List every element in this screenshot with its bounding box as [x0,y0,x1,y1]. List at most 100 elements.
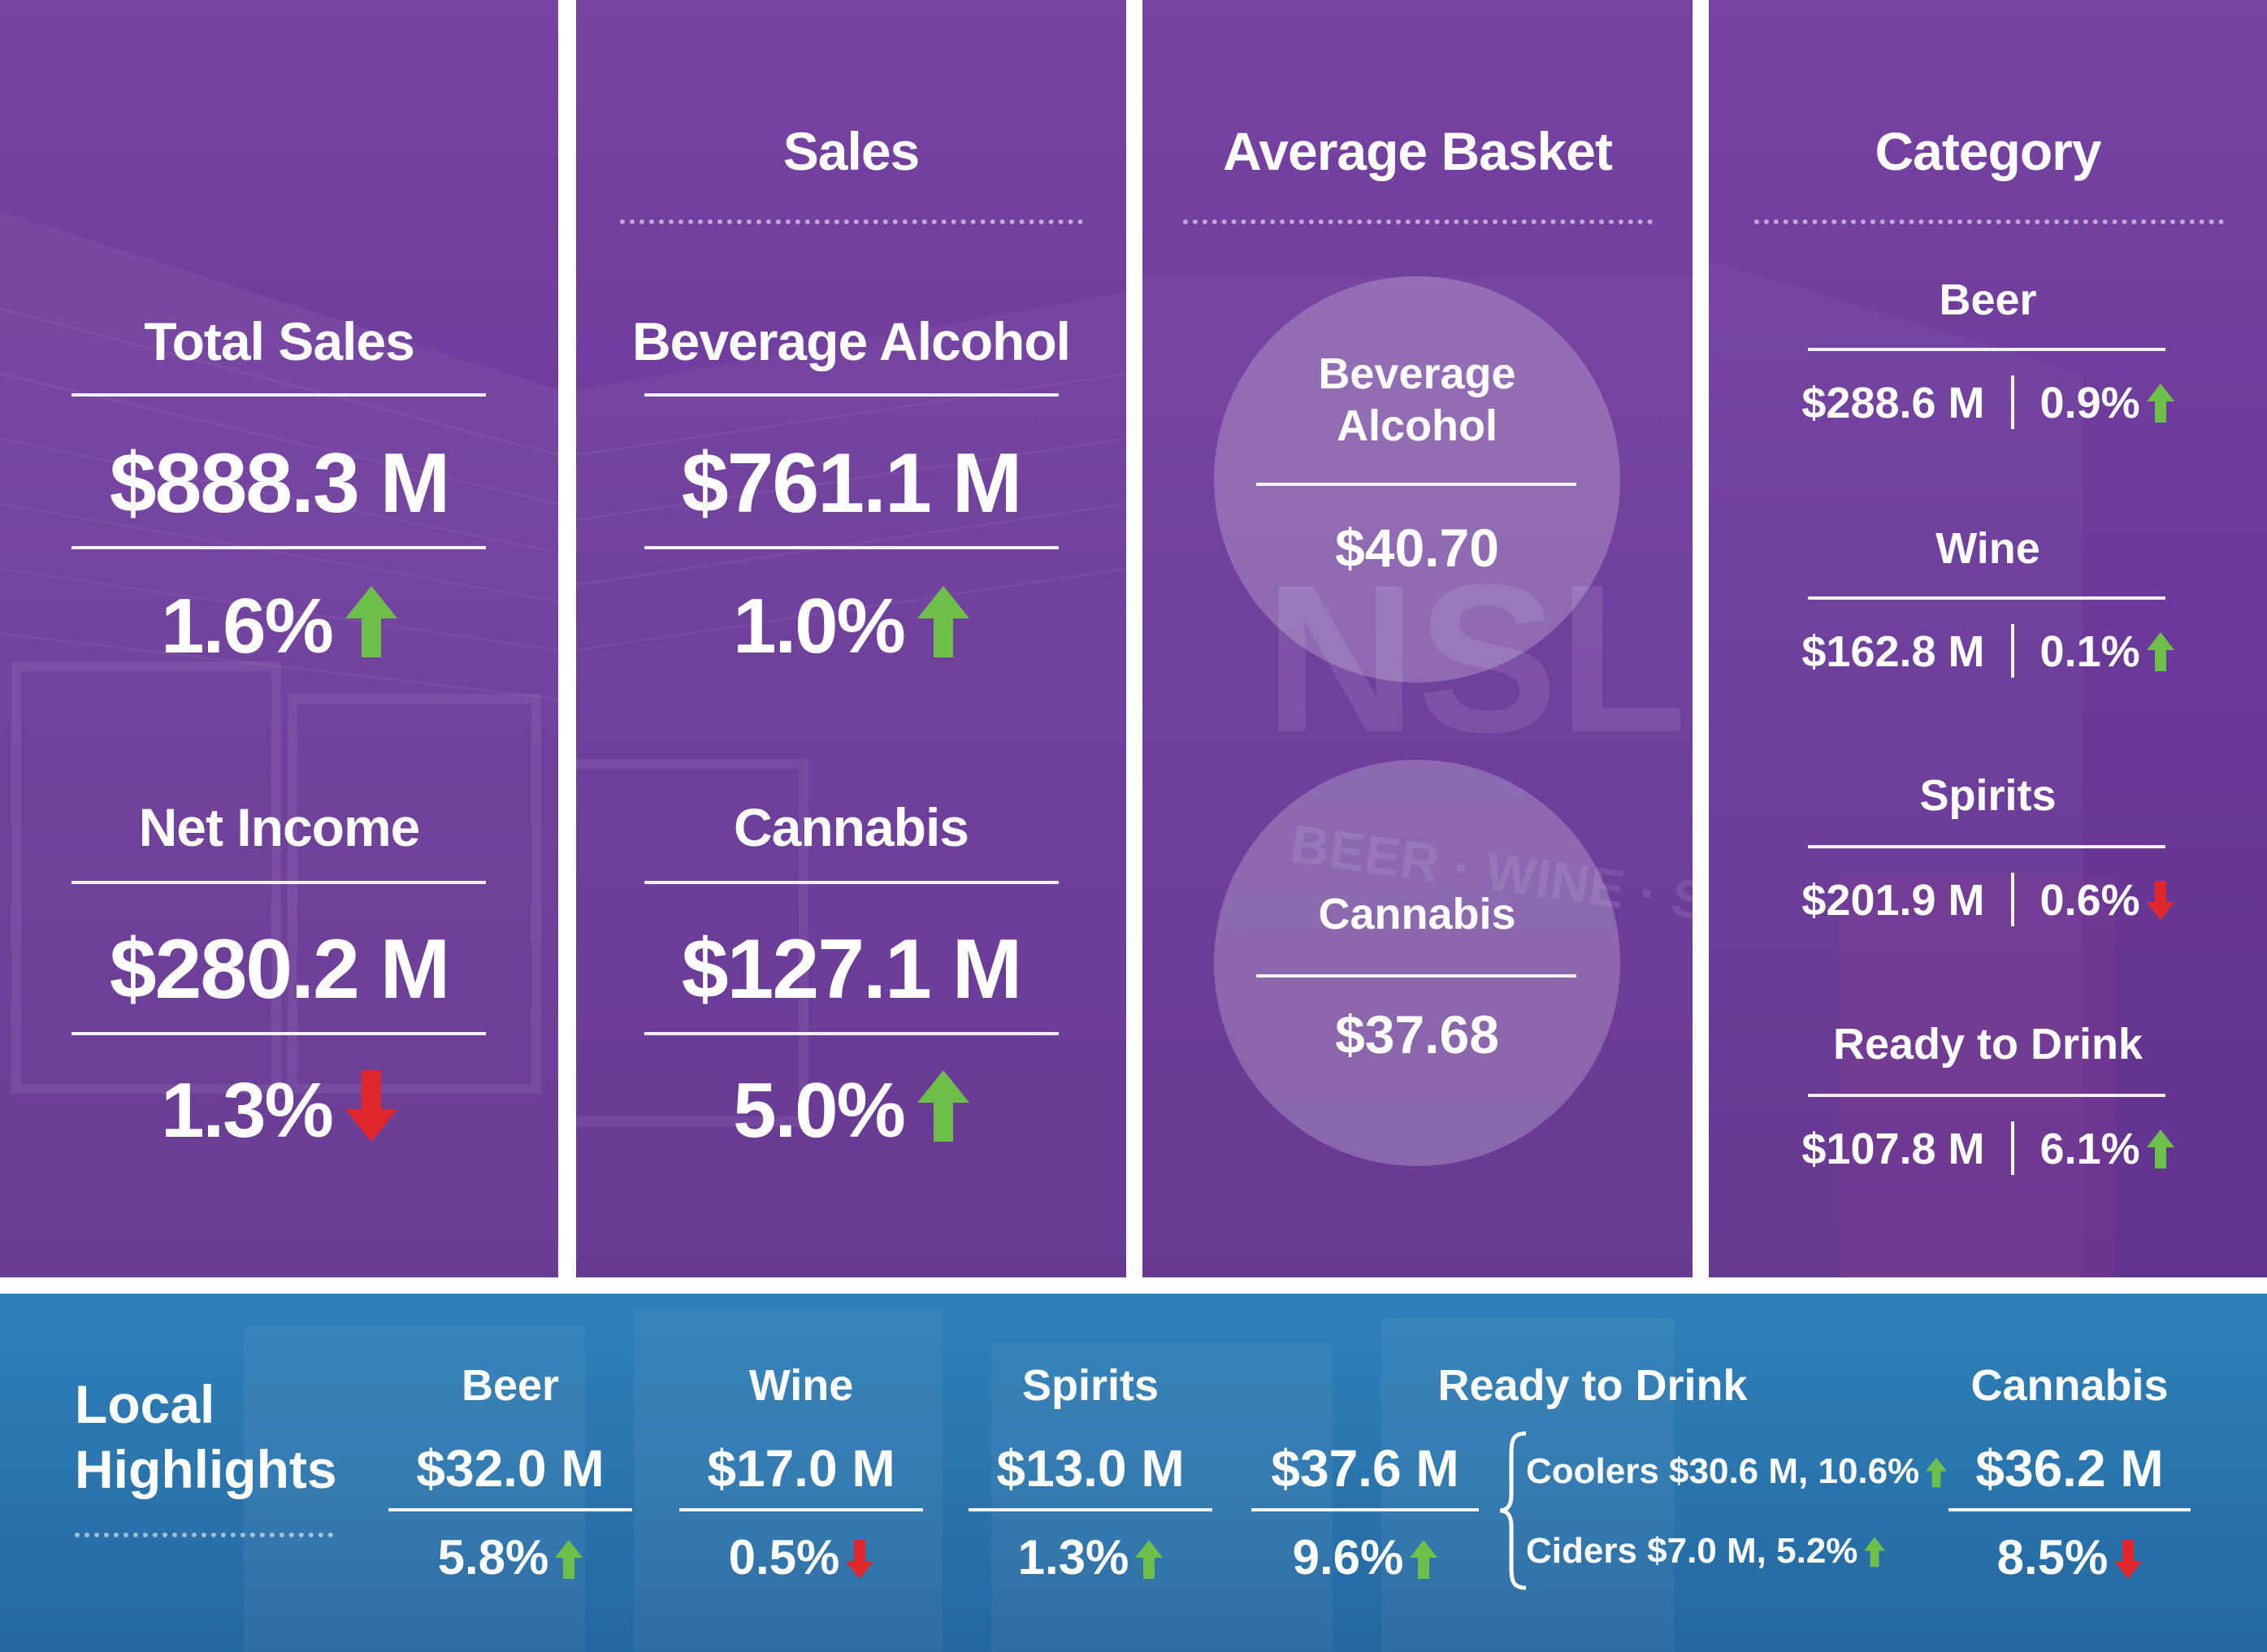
local-spirits-name: Spirits [1021,1361,1160,1410]
arrow-up-icon [555,1540,583,1579]
separator [2010,1121,2014,1175]
divider [1808,1094,2165,1097]
divider [1256,483,1576,486]
title-divider [75,1533,333,1537]
brace-icon [1499,1431,1527,1590]
sales-header: Sales [782,121,920,181]
arrow-up-icon [2146,1130,2174,1169]
local-wine-value: $17.0 M [707,1439,895,1498]
divider [1808,596,2165,600]
divider [644,393,1059,397]
category-rtd-row: $107.8 M 6.1% [1709,1121,2267,1175]
divider [679,1508,923,1511]
arrow-down-icon [345,1070,397,1142]
local-spirits: Spirits $13.0 M 1.3% [969,1294,1212,1652]
cannabis-label: Cannabis [733,797,969,857]
total-sales-panel: Total Sales $888.3 M 1.6% Net Income $28… [0,0,558,1277]
sales-panel: Sales Beverage Alcohol $761.1 M 1.0% Can… [576,0,1126,1277]
category-rtd-name: Ready to Drink [1832,1020,2143,1069]
divider [644,881,1059,884]
local-rtd-coolers-text: Coolers $30.6 M, 10.6% [1526,1451,1920,1491]
category-wine-row: $162.8 M 0.1% [1709,624,2267,678]
category-beer-change: 0.9% [2039,379,2140,427]
local-spirits-change-value: 1.3% [1017,1530,1129,1585]
net-income-value: $280.2 M [109,922,451,1017]
divider [72,1032,486,1035]
cannabis-value: $127.1 M [681,922,1023,1017]
local-wine: Wine $17.0 M 0.5% [679,1294,923,1652]
category-spirits-value: $201.9 M [1801,876,1985,925]
category-panel: Category Beer $288.6 M 0.9% Wine $162.8 M… [1709,0,2267,1277]
divider [388,1508,632,1511]
total-sales-label: Total Sales [144,311,415,371]
divider [72,393,486,397]
cannabis-basket-circle: Cannabis $37.68 [1214,760,1620,1166]
basket-beverage-alcohol-label-1: Beverage [1318,349,1516,398]
arrow-up-icon [1135,1540,1164,1579]
total-sales-change-value: 1.6% [161,583,334,670]
cannabis-change: 5.0% [576,1066,1126,1156]
arrow-up-icon [1926,1457,1948,1488]
total-sales-change: 1.6% [0,582,558,671]
category-spirits-change: 0.6% [2039,876,2140,925]
beverage-alcohol-change: 1.0% [576,582,1126,671]
arrow-up-icon [2146,632,2174,671]
cannabis-change-value: 5.0% [733,1067,906,1154]
header-divider [620,219,1083,224]
local-rtd-ciders-text: Ciders $7.0 M, 5.2% [1526,1531,1858,1571]
category-rtd-value: $107.8 M [1801,1125,1985,1173]
divider [72,881,486,884]
local-rtd-change-value: 9.6% [1292,1530,1404,1585]
arrow-up-icon [2146,384,2174,423]
total-sales-value: $888.3 M [109,436,451,531]
local-spirits-change: 1.3% [969,1529,1212,1585]
divider [1948,1508,2191,1511]
basket-beverage-alcohol-value: $40.70 [1335,518,1499,578]
local-wine-change-value: 0.5% [728,1530,840,1585]
arrow-up-icon [917,586,969,657]
net-income-label: Net Income [138,797,421,857]
net-income-change: 1.3% [0,1066,558,1156]
arrow-down-icon [2114,1540,2143,1579]
divider [644,1032,1059,1035]
arrow-up-icon [1410,1540,1438,1579]
local-rtd-value: $37.6 M [1271,1439,1459,1498]
local-rtd-coolers: Coolers $30.6 M, 10.6% [1526,1451,1948,1492]
local-rtd: $37.6 M 9.6% [1251,1294,1479,1652]
category-beer-name: Beer [1939,275,2037,324]
divider [1808,348,2165,351]
category-wine-change: 0.1% [2039,627,2140,676]
local-rtd-name: Ready to Drink [1437,1361,1748,1410]
divider [1256,974,1576,978]
basket-cannabis-value: $37.68 [1335,1004,1499,1064]
header-divider [1183,219,1653,224]
local-highlights-title-line2: Highlights [75,1439,337,1499]
category-header: Category [1875,121,2101,181]
local-beer-change: 5.8% [388,1529,632,1585]
local-highlights-bar: Local Highlights Beer $32.0 M 5.8% Wine … [0,1294,2267,1652]
category-beer-value: $288.6 M [1801,379,1985,427]
local-beer: Beer $32.0 M 5.8% [388,1294,632,1652]
local-beer-change-value: 5.8% [437,1530,549,1585]
arrow-up-icon [1864,1537,1886,1567]
divider [1251,1508,1479,1511]
divider [72,546,486,549]
separator [2010,624,2014,678]
local-cannabis-name: Cannabis [1970,1361,2169,1410]
category-spirits-row: $201.9 M 0.6% [1709,873,2267,926]
net-income-change-value: 1.3% [161,1067,334,1154]
arrow-up-icon [917,1070,969,1142]
local-rtd-change: 9.6% [1251,1529,1479,1585]
average-basket-panel: NSLC BEER · WINE · SPIRITS Average Baske… [1142,0,1693,1277]
local-highlights-title-line1: Local [75,1374,215,1434]
category-wine-name: Wine [1935,524,2040,573]
separator [2010,375,2014,429]
local-highlights-title: Local Highlights [75,1372,337,1502]
divider [1808,845,2165,848]
average-basket-header: Average Basket [1223,121,1613,181]
local-cannabis-value: $36.2 M [1975,1439,2164,1498]
category-spirits-name: Spirits [1919,771,2057,820]
local-cannabis-change: 8.5% [1948,1529,2191,1585]
arrow-up-icon [345,586,397,657]
basket-cannabis-label: Cannabis [1318,890,1516,939]
